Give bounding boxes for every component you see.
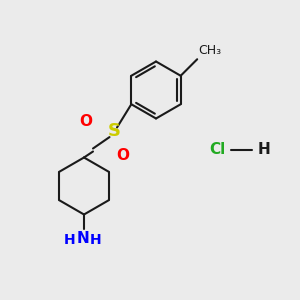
Text: O: O	[79, 114, 92, 129]
Text: O: O	[116, 148, 130, 164]
Text: Cl: Cl	[209, 142, 225, 158]
Text: S: S	[107, 122, 121, 140]
Text: H: H	[90, 233, 101, 247]
Text: H: H	[258, 142, 271, 158]
Text: N: N	[76, 231, 89, 246]
Text: CH₃: CH₃	[199, 44, 222, 57]
Text: H: H	[64, 233, 75, 247]
